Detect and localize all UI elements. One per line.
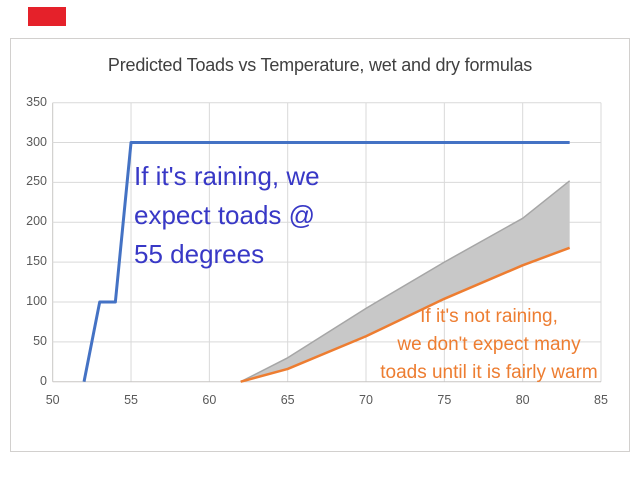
series-line-band — [240, 180, 571, 383]
y-tick-label: 200 — [26, 214, 47, 229]
y-tick-label: 100 — [26, 293, 47, 308]
y-tick-label: 300 — [26, 134, 47, 149]
plot-svg — [52, 102, 602, 383]
y-tick-label: 150 — [26, 254, 47, 269]
annotation-dry-line3: toads until it is fairly warm — [380, 362, 598, 383]
y-tick-label: 350 — [26, 94, 47, 109]
annotation-dry-formula: If it's not raining, we don't expect man… — [341, 303, 637, 387]
x-tick-label: 60 — [202, 393, 217, 407]
y-tick-label: 250 — [26, 174, 47, 189]
annotation-wet-line1: If it's raining, we — [134, 161, 320, 191]
annotation-wet-line2: expect toads @ — [134, 200, 316, 230]
chart-container: Predicted Toads vs Temperature, wet and … — [10, 38, 630, 452]
x-tick-label: 70 — [359, 393, 373, 407]
annotation-wet-formula: If it's raining, we expect toads @ 55 de… — [134, 157, 320, 274]
x-tick-label: 85 — [594, 393, 608, 407]
annotation-dry-line2: we don't expect many — [397, 334, 581, 355]
red-flag-marker — [28, 7, 66, 26]
y-tick-label: 50 — [33, 333, 47, 348]
series-line-wet — [82, 141, 570, 382]
x-tick-label: 65 — [280, 393, 295, 407]
x-tick-label: 50 — [45, 393, 60, 407]
y-tick-label: 0 — [40, 373, 47, 388]
annotation-dry-line1: If it's not raining, — [420, 306, 558, 327]
annotation-wet-line3: 55 degrees — [134, 239, 265, 269]
x-tick-label: 75 — [437, 393, 452, 407]
x-tick-label: 55 — [124, 393, 138, 407]
chart-title: Predicted Toads vs Temperature, wet and … — [107, 55, 533, 75]
series-line-dry — [240, 246, 571, 383]
x-tick-label: 80 — [515, 393, 530, 407]
